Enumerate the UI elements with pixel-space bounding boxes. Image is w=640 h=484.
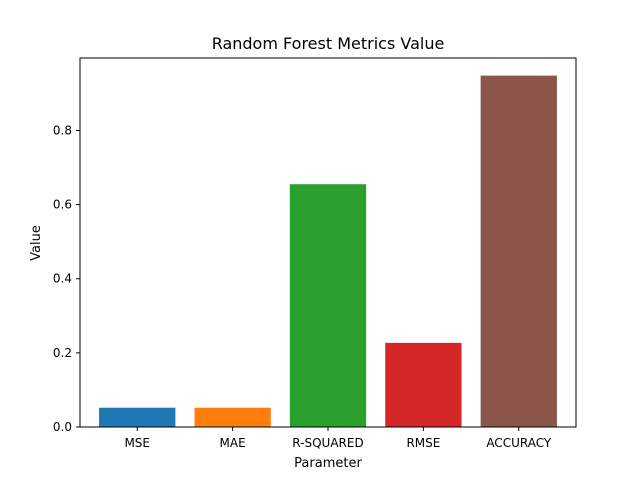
chart-title: Random Forest Metrics Value [212,34,445,53]
x-tick-label: MSE [124,436,150,450]
y-tick-label: 0.0 [53,420,72,434]
bar-rmse [385,342,462,427]
bar-mae [194,407,271,427]
x-tick-label: ACCURACY [486,436,552,450]
y-tick-label: 0.2 [53,346,72,360]
x-axis-label: Parameter [294,456,362,471]
y-tick-label: 0.8 [53,123,72,137]
bar-mse [99,407,176,427]
x-tick-label: RMSE [406,436,440,450]
x-tick-label: MAE [220,436,246,450]
y-tick-label: 0.4 [53,272,72,286]
x-tick-label: R-SQUARED [292,436,363,450]
y-axis-ticks: 0.0 0.2 0.4 0.6 0.8 [53,123,80,434]
y-axis-label: Value [29,225,44,261]
y-tick-label: 0.6 [53,198,72,212]
x-axis-ticks: MSE MAE R-SQUARED RMSE ACCURACY [124,427,552,450]
bar-accuracy [480,75,557,428]
bars-group [99,75,557,428]
bar-r-squared [289,184,367,427]
plot-frame [79,57,577,428]
